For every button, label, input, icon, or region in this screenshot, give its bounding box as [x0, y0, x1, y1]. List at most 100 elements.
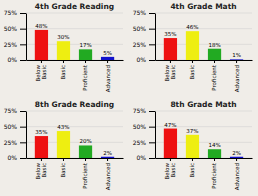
tick-mark — [20, 44, 26, 45]
bar — [164, 38, 177, 60]
title: 8th Grade Math — [170, 100, 236, 109]
x-tick: BelowBasic — [35, 158, 47, 180]
data-label: 48% — [35, 23, 47, 29]
tick-mark — [149, 111, 155, 112]
tick-label: 0% — [136, 154, 146, 161]
tick-label: Basic — [189, 163, 195, 178]
data-labels: 47%37%14%2% — [164, 122, 241, 156]
tick-label: Proficient — [82, 162, 88, 189]
axis-line — [26, 112, 27, 159]
tick-label: Advanced — [104, 163, 110, 190]
x-tick: Basic — [189, 158, 195, 178]
x-axis: BelowBasic Basic Proficient Advanced — [156, 158, 253, 190]
tick-label: 50% — [4, 25, 18, 32]
tick-label: BelowBasic — [164, 163, 176, 180]
tick-mark — [20, 158, 26, 159]
tick-mark — [214, 158, 215, 161]
tick-label: 50% — [133, 25, 147, 32]
y-tick: 50% — [4, 123, 26, 130]
tick-label: BelowBasic — [35, 163, 47, 180]
x-tick: Basic — [60, 60, 66, 80]
grid-line — [26, 111, 123, 112]
tick-mark — [107, 60, 108, 63]
tick-label: 25% — [133, 41, 147, 48]
tick-mark — [149, 142, 155, 143]
tick-label: Basic — [189, 65, 195, 80]
grid — [26, 13, 123, 60]
tick-mark — [20, 13, 26, 14]
tick-label: 0% — [7, 56, 17, 63]
tick-label: Proficient — [211, 162, 217, 189]
x-tick: BelowBasic — [35, 60, 47, 82]
tick-label: 25% — [133, 139, 147, 146]
tick-label: 75% — [4, 9, 18, 16]
panel: 0% 25% 50% 75% BelowBasic Basic Proficient Adva… — [4, 2, 124, 92]
y-tick: 75% — [4, 107, 26, 114]
y-tick: 50% — [4, 25, 26, 32]
tick-mark — [192, 60, 193, 63]
data-label: 2% — [103, 150, 112, 156]
tick-label: 0% — [136, 56, 146, 63]
tick-mark — [170, 158, 171, 161]
bars — [164, 129, 243, 158]
tick-label: 50% — [133, 123, 147, 130]
data-label: 20% — [79, 138, 91, 144]
tick-label: Advanced — [104, 65, 110, 92]
bar — [35, 30, 48, 60]
x-tick: Advanced — [233, 60, 239, 92]
x-axis: BelowBasic Basic Proficient Advanced — [156, 60, 253, 92]
data-label: 18% — [208, 42, 220, 48]
panel: 0%25%50%75%BelowBasicBasicProficientAdva… — [4, 100, 124, 190]
tick-label: 0% — [7, 154, 17, 161]
tick-label: 75% — [4, 107, 18, 114]
data-label: 5% — [103, 50, 112, 56]
x-tick: Advanced — [104, 158, 110, 190]
y-tick: 25% — [133, 139, 155, 146]
y-tick: 25% — [4, 139, 26, 146]
data-label: 47% — [164, 122, 176, 128]
tick-mark — [20, 60, 26, 61]
axis-line — [155, 112, 156, 159]
y-tick: 0% — [7, 56, 26, 63]
y-tick: 50% — [133, 25, 155, 32]
bar — [164, 129, 177, 158]
data-label: 46% — [186, 24, 198, 30]
tick-mark — [41, 60, 42, 63]
bars — [35, 131, 114, 158]
tick-mark — [63, 60, 64, 63]
y-tick: 75% — [133, 9, 155, 16]
tick-mark — [63, 158, 64, 161]
bar — [208, 49, 221, 60]
tick-label: 75% — [133, 9, 147, 16]
y-tick: 0% — [136, 56, 155, 63]
tick-label: BelowBasic — [35, 65, 47, 82]
data-labels: 35%43%20%2% — [35, 124, 112, 156]
x-tick: Proficient — [82, 60, 88, 91]
x-tick: BelowBasic — [164, 158, 176, 180]
tick-label: Advanced — [233, 65, 239, 92]
y-tick: 0% — [136, 154, 155, 161]
tick-label: Proficient — [82, 64, 88, 91]
data-label: 2% — [232, 150, 241, 156]
tick-mark — [149, 44, 155, 45]
tick-label: Proficient — [211, 64, 217, 91]
bar — [186, 135, 199, 158]
tick-mark — [192, 158, 193, 161]
data-label: 30% — [57, 34, 69, 40]
tick-mark — [107, 158, 108, 161]
tick-mark — [41, 158, 42, 161]
grid — [155, 13, 252, 60]
figure: 0% 25% 50% 75% BelowBasic Basic Proficient Adva… — [0, 0, 258, 196]
x-tick: Basic — [189, 60, 195, 80]
tick-label: BelowBasic — [164, 65, 176, 82]
grid-line — [155, 28, 252, 29]
bar — [230, 157, 243, 158]
tick-label: Advanced — [233, 163, 239, 190]
data-label: 35% — [164, 31, 176, 37]
bars — [35, 30, 114, 60]
y-axis: 0% 25% 50% 75% — [4, 107, 27, 161]
bar — [79, 49, 92, 60]
y-tick: 50% — [133, 123, 155, 130]
y-tick: 25% — [4, 41, 26, 48]
tick-mark — [20, 29, 26, 30]
